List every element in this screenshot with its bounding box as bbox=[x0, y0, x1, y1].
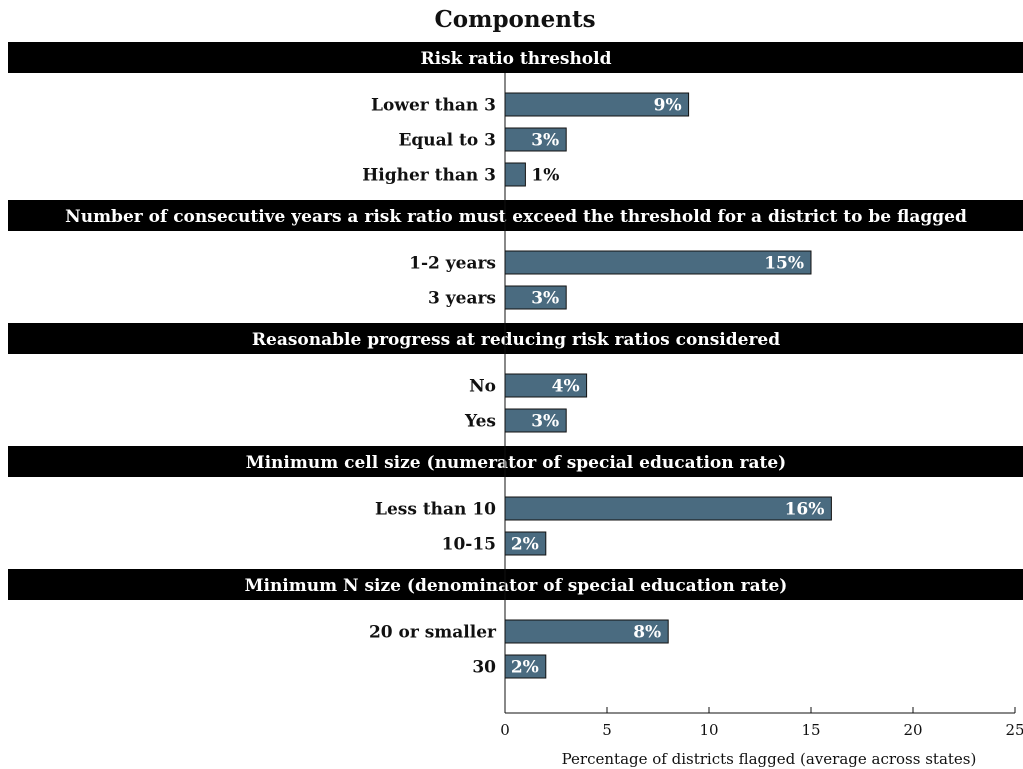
bar-row: 10-15 2% bbox=[442, 531, 547, 556]
bar-value-label: 1% bbox=[531, 166, 559, 186]
bar-row: 20 or smaller 8% bbox=[369, 619, 669, 644]
category-label: Equal to 3 bbox=[398, 131, 496, 151]
bar-value-label: 16% bbox=[785, 500, 825, 520]
group-header-bar bbox=[8, 569, 1023, 600]
group-header-title: Number of consecutive years a risk ratio… bbox=[65, 207, 967, 227]
category-label: Lower than 3 bbox=[371, 96, 496, 116]
category-label: Less than 10 bbox=[375, 500, 496, 520]
bar-value-label: 3% bbox=[531, 289, 559, 309]
chart-group: Reasonable progress at reducing risk rat… bbox=[8, 323, 1023, 433]
chart-group: Risk ratio threshold Lower than 3 9% Equal … bbox=[8, 42, 1023, 187]
x-tick-label: 25 bbox=[1005, 721, 1023, 739]
group-header-title: Minimum N size (denominator of special e… bbox=[245, 576, 788, 596]
bar-value-label: 3% bbox=[531, 412, 559, 432]
bar-value-label: 2% bbox=[511, 658, 539, 678]
group-header-bar bbox=[8, 446, 1023, 477]
x-tick-label: 20 bbox=[903, 721, 922, 739]
bar-value-label: 2% bbox=[511, 535, 539, 555]
group-header-bar bbox=[8, 323, 1023, 354]
bar-row: 30 2% bbox=[472, 654, 547, 679]
category-label: 3 years bbox=[428, 289, 496, 309]
bar-value-label: 9% bbox=[654, 96, 682, 116]
bar-value-label: 15% bbox=[764, 254, 804, 274]
group-header-title: Reasonable progress at reducing risk rat… bbox=[252, 330, 780, 350]
bar-row: Yes 3% bbox=[464, 408, 567, 433]
group-header-bar bbox=[8, 42, 1023, 73]
category-label: Higher than 3 bbox=[362, 166, 496, 186]
group-header-title: Minimum cell size (numerator of special … bbox=[246, 453, 786, 473]
chart-group: Number of consecutive years a risk ratio… bbox=[8, 200, 1023, 310]
category-label: No bbox=[469, 377, 496, 397]
bar-row: 1-2 years 15% bbox=[409, 250, 812, 275]
x-tick-label: 5 bbox=[602, 721, 612, 739]
x-tick-label: 15 bbox=[801, 721, 820, 739]
category-label: Yes bbox=[464, 412, 496, 432]
chart-groups: Risk ratio threshold Lower than 3 9% Equal … bbox=[8, 42, 1023, 679]
chart-group: Minimum N size (denominator of special e… bbox=[8, 569, 1023, 679]
x-axis: 0 5 10 15 20 25 bbox=[500, 73, 1023, 739]
bar bbox=[504, 496, 832, 521]
category-label: 10-15 bbox=[442, 535, 496, 555]
bar bbox=[504, 162, 526, 187]
x-axis-title: Percentage of districts flagged (average… bbox=[562, 750, 977, 768]
bar-value-label: 8% bbox=[633, 623, 661, 643]
bar-row: No 4% bbox=[469, 373, 588, 398]
category-label: 20 or smaller bbox=[369, 623, 497, 643]
chart-group: Minimum cell size (numerator of special … bbox=[8, 446, 1023, 556]
category-label: 1-2 years bbox=[409, 254, 496, 274]
bar-row: Lower than 3 9% bbox=[371, 92, 690, 117]
bar-row: Higher than 3 1% bbox=[362, 162, 559, 187]
bar-row: Less than 10 16% bbox=[375, 496, 832, 521]
chart-title: Components bbox=[434, 6, 595, 33]
bar-value-label: 4% bbox=[552, 377, 580, 397]
group-header-title: Risk ratio threshold bbox=[421, 49, 612, 69]
x-tick-label: 10 bbox=[699, 721, 718, 739]
bar-row: Equal to 3 3% bbox=[398, 127, 567, 152]
category-label: 30 bbox=[472, 658, 496, 678]
bar-row: 3 years 3% bbox=[428, 285, 567, 310]
x-tick-label: 0 bbox=[500, 721, 510, 739]
group-header-bar bbox=[8, 200, 1023, 231]
bar-value-label: 3% bbox=[531, 131, 559, 151]
